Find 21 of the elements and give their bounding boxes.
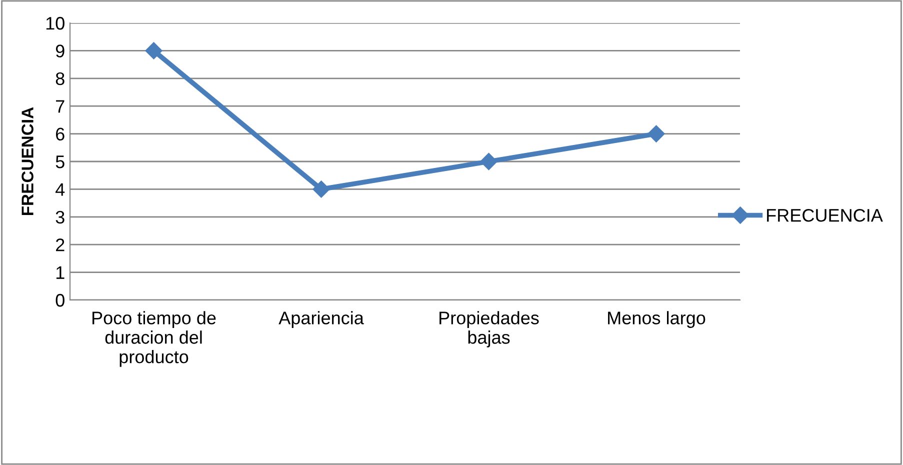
y-tick-label: 7 — [56, 100, 64, 113]
y-axis-title: FRECUENCIA — [22, 107, 34, 216]
point — [480, 152, 498, 170]
point — [145, 42, 162, 60]
y-tick-label: 8 — [56, 72, 64, 86]
x-tick-label: Poco tiempo de duracion del producto — [92, 311, 216, 367]
y-tick-label: 6 — [56, 128, 64, 141]
x-tick-label: Menos largo — [608, 311, 706, 328]
y-tick-label: 3 — [56, 210, 64, 224]
point — [648, 125, 665, 142]
point — [312, 180, 330, 198]
y-tick-label: 1 — [56, 266, 64, 279]
y-tick-label: 2 — [56, 238, 64, 252]
y-tick-label: 4 — [56, 183, 65, 196]
x-tick-label: Propiedades bajas — [440, 311, 539, 348]
x-tick-label: Apariencia — [278, 311, 364, 328]
y-tick-label: 9 — [56, 44, 64, 58]
legend-label: FRECUENCIA — [767, 208, 883, 222]
y-tick-label: 0 — [56, 294, 64, 307]
y-tick-label: 5 — [56, 156, 64, 168]
y-tick-label: 10 — [46, 16, 64, 30]
